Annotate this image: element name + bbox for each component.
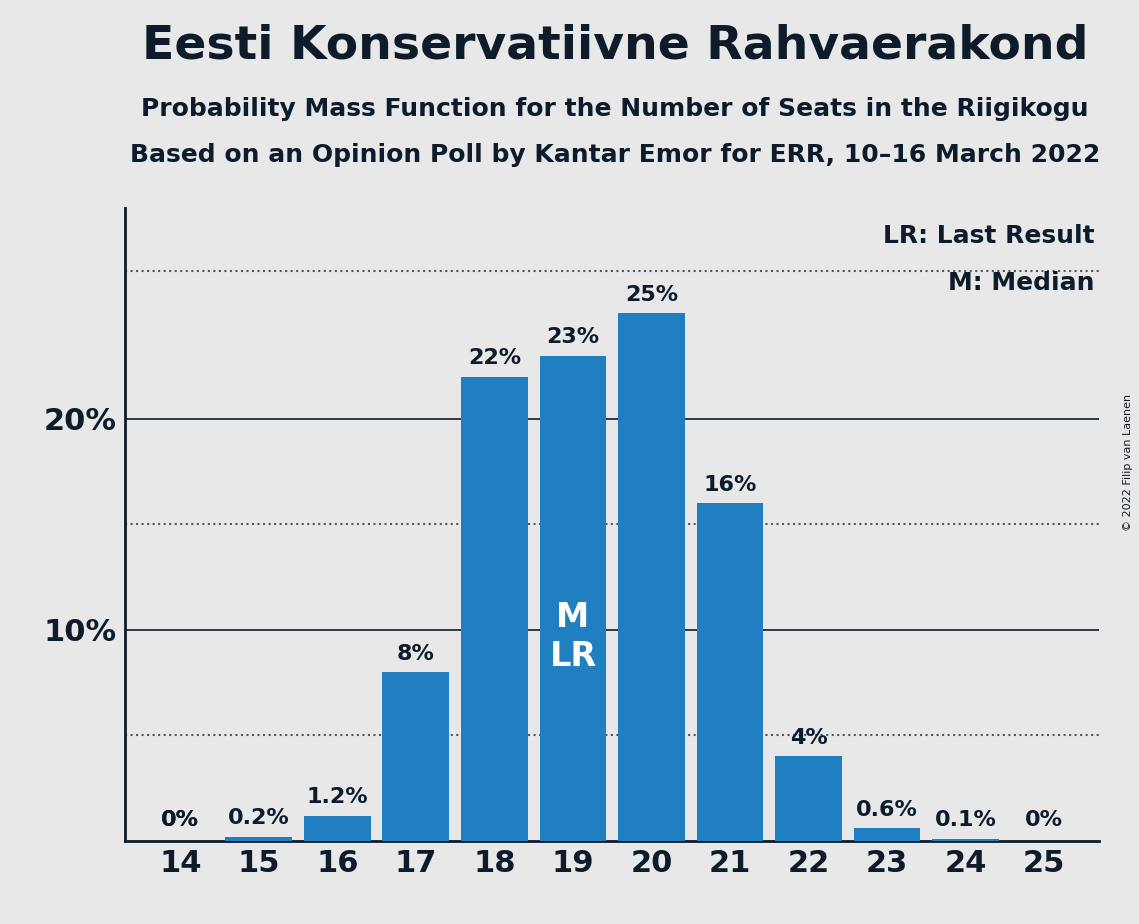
Text: 0.2%: 0.2% bbox=[228, 808, 289, 828]
Text: M: Median: M: Median bbox=[948, 272, 1095, 295]
Text: 0%: 0% bbox=[162, 810, 199, 831]
Bar bbox=[697, 504, 763, 841]
Bar bbox=[776, 757, 842, 841]
Text: 0.6%: 0.6% bbox=[857, 800, 918, 820]
Text: © 2022 Filip van Laenen: © 2022 Filip van Laenen bbox=[1123, 394, 1133, 530]
Text: 25%: 25% bbox=[625, 285, 678, 305]
Text: 1.2%: 1.2% bbox=[306, 787, 368, 807]
Text: Based on an Opinion Poll by Kantar Emor for ERR, 10–16 March 2022: Based on an Opinion Poll by Kantar Emor … bbox=[130, 143, 1100, 167]
Text: LR: Last Result: LR: Last Result bbox=[883, 224, 1095, 248]
Text: Eesti Konservatiivne Rahvaerakond: Eesti Konservatiivne Rahvaerakond bbox=[142, 23, 1088, 68]
Bar bbox=[304, 816, 370, 841]
Bar bbox=[932, 839, 999, 841]
Text: 22%: 22% bbox=[468, 348, 521, 369]
Text: 16%: 16% bbox=[703, 475, 756, 495]
Text: 0%: 0% bbox=[162, 810, 199, 831]
Text: 0%: 0% bbox=[1025, 810, 1063, 831]
Text: Probability Mass Function for the Number of Seats in the Riigikogu: Probability Mass Function for the Number… bbox=[141, 97, 1089, 121]
Text: 23%: 23% bbox=[547, 327, 599, 347]
Bar bbox=[226, 836, 293, 841]
Text: 4%: 4% bbox=[789, 728, 827, 748]
Text: M
LR: M LR bbox=[549, 602, 597, 673]
Text: 0.1%: 0.1% bbox=[935, 810, 997, 831]
Bar bbox=[383, 672, 449, 841]
Bar bbox=[618, 313, 685, 841]
Bar bbox=[461, 377, 527, 841]
Bar bbox=[854, 828, 920, 841]
Bar bbox=[540, 356, 606, 841]
Text: 8%: 8% bbox=[396, 644, 435, 663]
